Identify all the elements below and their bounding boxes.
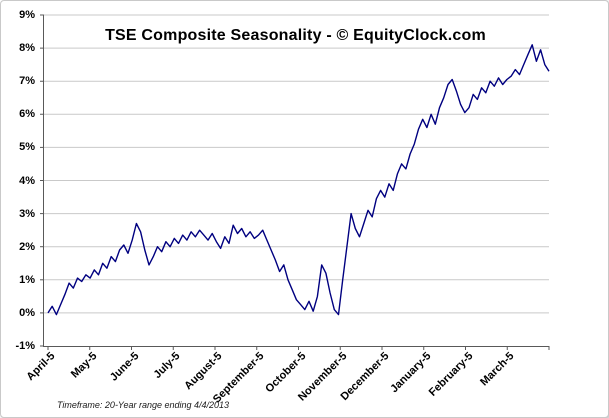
- y-axis-label: 6%: [19, 108, 35, 121]
- y-axis-label: 9%: [19, 9, 35, 21]
- y-axis-label: 2%: [19, 240, 35, 253]
- y-axis-label: 1%: [19, 273, 35, 286]
- y-axis-labels: 9% 8% 7% 6% 5% 4% 3% 2% 1% 0% -1%: [1, 9, 38, 352]
- timeframe-footnote: Timeframe: 20-Year range ending 4/4/2013: [57, 400, 230, 410]
- chart-title: TSE Composite Seasonality - © EquityCloc…: [105, 27, 486, 44]
- y-axis-label: 4%: [19, 174, 35, 187]
- y-axis-label: 3%: [19, 207, 35, 220]
- chart-canvas: [40, 14, 550, 350]
- y-axis-label: 0%: [19, 306, 35, 319]
- y-axis-label: -1%: [15, 340, 35, 352]
- seasonality-line: [47, 44, 550, 316]
- y-axis-label: 8%: [19, 42, 35, 55]
- y-axis-label: 7%: [19, 75, 35, 88]
- y-axis-label: 5%: [19, 141, 35, 154]
- plot-area: [40, 14, 550, 350]
